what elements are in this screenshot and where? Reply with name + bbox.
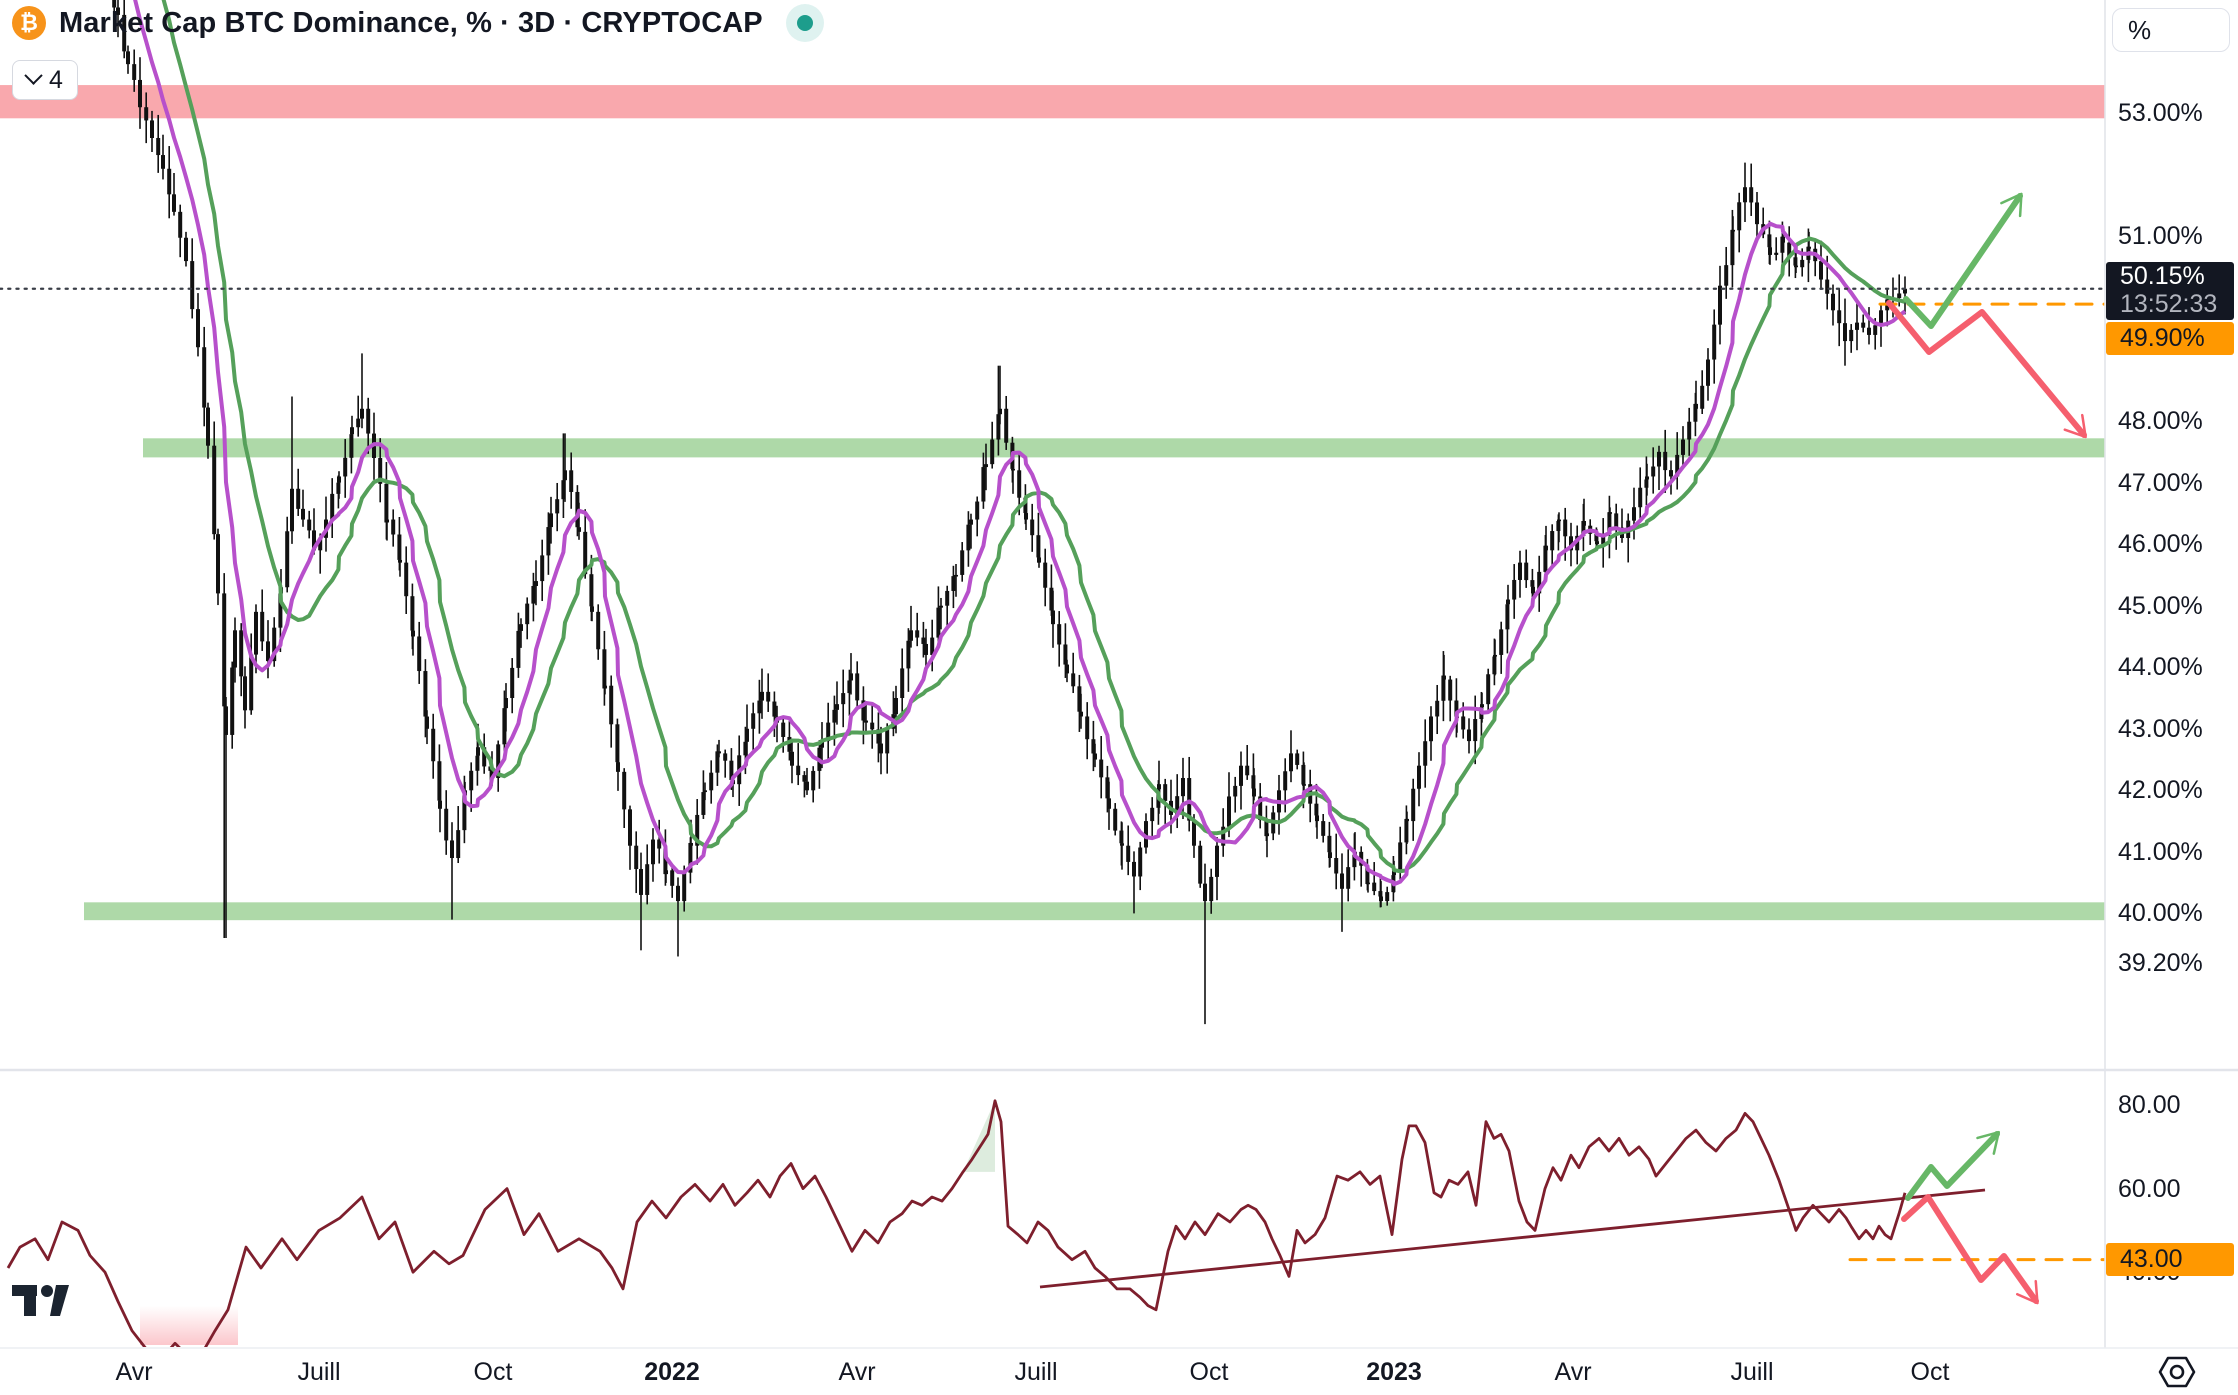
- price-scale-unit-button[interactable]: %: [2112, 8, 2230, 52]
- market-status-halo: [785, 4, 824, 42]
- peak-fill: [963, 1100, 995, 1172]
- projection-arrow-down[interactable]: [1886, 300, 2087, 439]
- time-tick-label: Oct: [1189, 1358, 1229, 1386]
- time-tick-label: Oct: [1910, 1358, 1950, 1386]
- price-tick-label: 40.00%: [2118, 899, 2203, 928]
- indicator-alert-badge: 43.00: [2106, 1242, 2234, 1276]
- ma-fast-line[interactable]: [15, 0, 1907, 887]
- time-tick-label: 2023: [1366, 1358, 1422, 1386]
- main-panel[interactable]: [0, 0, 2105, 1025]
- time-tick-label: Avr: [1554, 1358, 1592, 1386]
- price-tick-label: 53.00%: [2118, 99, 2203, 128]
- candlestick-series[interactable]: [106, 0, 1907, 1025]
- indicator-alert-value: 43.00: [2120, 1244, 2183, 1273]
- last-price-value: 50.15%: [2120, 261, 2205, 290]
- price-tick-label: 41.00%: [2118, 837, 2203, 866]
- tradingview-logo[interactable]: [12, 1283, 72, 1319]
- indicator-tick-label: 80.00: [2118, 1091, 2181, 1119]
- support-zone-lower[interactable]: [84, 902, 2105, 921]
- time-tick-label: Juill: [1014, 1358, 1058, 1386]
- bitcoin-icon: ₿: [12, 6, 46, 40]
- market-status-dot[interactable]: [796, 15, 813, 31]
- axis-settings-icon[interactable]: [2154, 1350, 2200, 1394]
- oversold-fill: [140, 1305, 238, 1345]
- projection-arrow-up[interactable]: [1903, 192, 2023, 329]
- indicator-line[interactable]: [6, 1099, 1907, 1360]
- projection-arrow-up[interactable]: [1905, 1130, 2001, 1201]
- indicator-panel[interactable]: [6, 1099, 2105, 1360]
- price-tick-label: 46.00%: [2118, 530, 2203, 559]
- time-tick-label: Avr: [838, 1358, 876, 1386]
- price-tick-label: 43.00%: [2118, 714, 2203, 743]
- chevron-down-icon: [24, 65, 43, 85]
- indicator-tick-label: 60.00: [2118, 1174, 2181, 1203]
- time-tick-label: Juill: [1730, 1358, 1774, 1386]
- bar-countdown: 13:52:33: [2120, 289, 2218, 318]
- price-tick-label: 42.00%: [2118, 776, 2203, 805]
- time-tick-label: 2022: [644, 1358, 700, 1386]
- time-tick-label: Avr: [115, 1358, 153, 1386]
- indicators-collapse-button[interactable]: 4: [12, 60, 78, 100]
- resistance-zone[interactable]: [0, 85, 2105, 119]
- ma-slow-line[interactable]: [71, 0, 1906, 874]
- price-tick-label: 39.20%: [2118, 948, 2203, 977]
- alert-price-badge: 49.90%: [2106, 321, 2234, 355]
- time-tick-label: Oct: [473, 1358, 513, 1386]
- price-tick-label: 48.00%: [2118, 407, 2203, 436]
- price-tick-label: 47.00%: [2118, 468, 2203, 497]
- trendline[interactable]: [1039, 1188, 1986, 1289]
- symbol-title[interactable]: Market Cap BTC Dominance, % · 3D · CRYPT…: [59, 6, 763, 39]
- last-price-badge: 50.15% 13:52:33: [2106, 261, 2234, 320]
- price-tick-label: 51.00%: [2118, 222, 2203, 251]
- indicators-count: 4: [49, 65, 63, 94]
- price-tick-label: 45.00%: [2118, 591, 2203, 620]
- price-tick-label: 44.00%: [2118, 653, 2203, 682]
- support-zone-upper[interactable]: [143, 438, 2105, 458]
- alert-price-value: 49.90%: [2120, 323, 2205, 352]
- time-tick-label: Juill: [297, 1358, 341, 1386]
- symbol-header: ₿ Market Cap BTC Dominance, % · 3D · CRY…: [12, 4, 824, 42]
- projection-arrow-down[interactable]: [1901, 1194, 2039, 1305]
